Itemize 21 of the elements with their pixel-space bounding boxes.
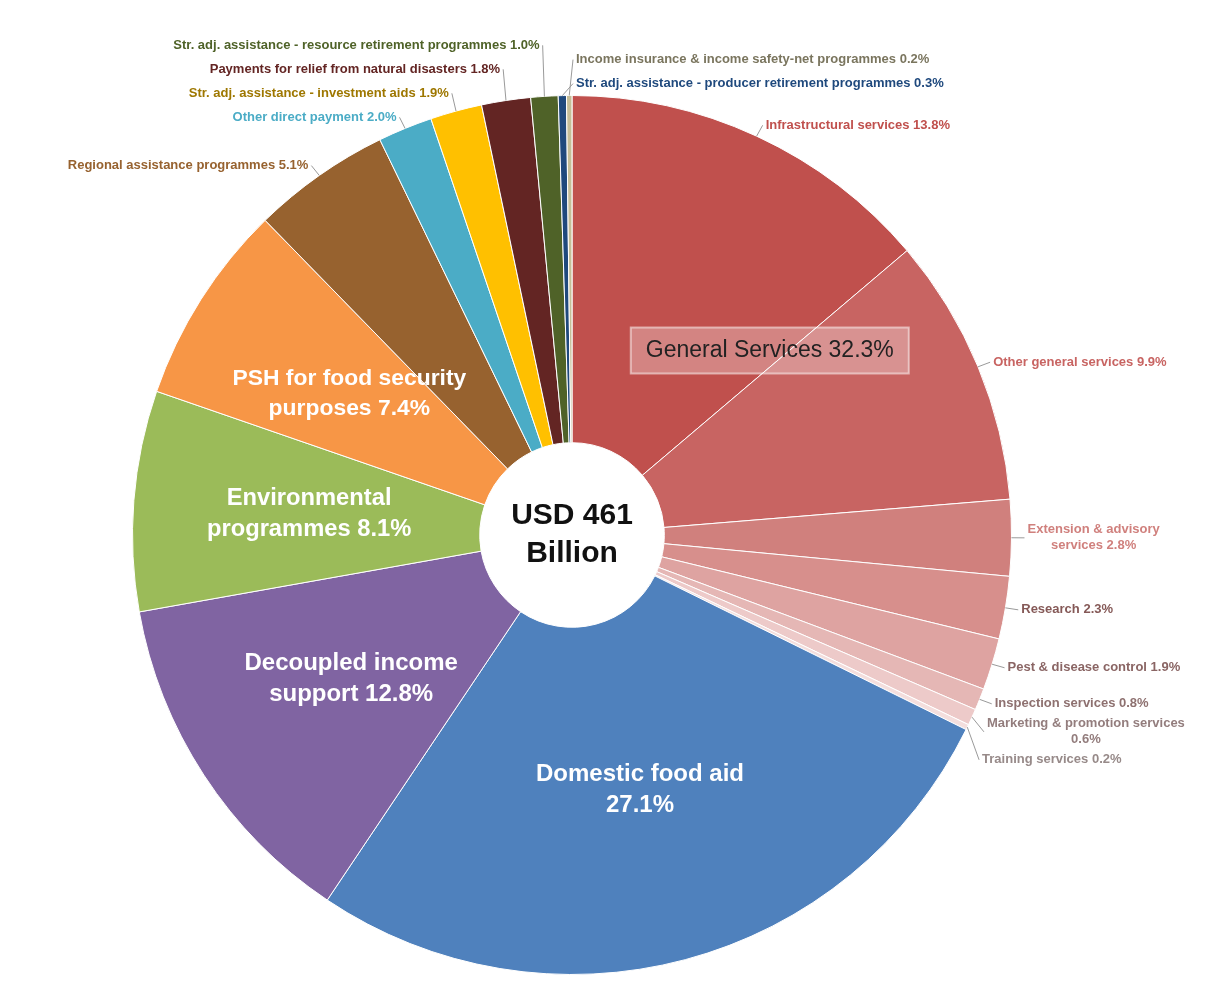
slice-label: Training services 0.2% — [982, 751, 1122, 767]
slice-label: Infrastructural services 13.8% — [765, 116, 951, 132]
slice-label: Pest & disease control 1.9% — [1007, 659, 1181, 675]
slice-label: Marketing & promotion services — [986, 715, 1185, 731]
slice-label: Environmental programmes 8.1% — [206, 484, 412, 542]
slice-label: Domestic food aid — [535, 758, 744, 786]
text: USD 461 Billion — [511, 497, 633, 569]
slice-label: Decoupled income support 12.8% — [244, 648, 458, 707]
slice-label: Regional assistance programmes 5.1% — [67, 157, 309, 173]
data-label: 0.6% — [1071, 731, 1102, 747]
slice-label: Income insurance & income safety-net programmes 0.2% — [576, 51, 930, 67]
slice-label: Str. adj. assistance - investment aids 1.9% — [188, 84, 450, 100]
slice-label: Research 2.3% — [1021, 601, 1114, 617]
slice-label: Str. adj. assistance - resource retirement programmes 1.0% — [173, 36, 541, 52]
slice-label: Payments for relief from natural disasters 1.8% — [209, 60, 501, 76]
slice-label: Other general services 9.9% — [993, 353, 1167, 369]
slice-label: Str. adj. assistance - producer retirement programmes 0.3% — [576, 75, 945, 91]
data-label: 27.1% — [605, 790, 675, 818]
slice-label: Inspection services 0.8% — [994, 695, 1150, 711]
slice-label: Extension & advisory services 2.8% — [1027, 521, 1161, 553]
slice-label: Other direct payment 2.0% — [232, 108, 397, 124]
